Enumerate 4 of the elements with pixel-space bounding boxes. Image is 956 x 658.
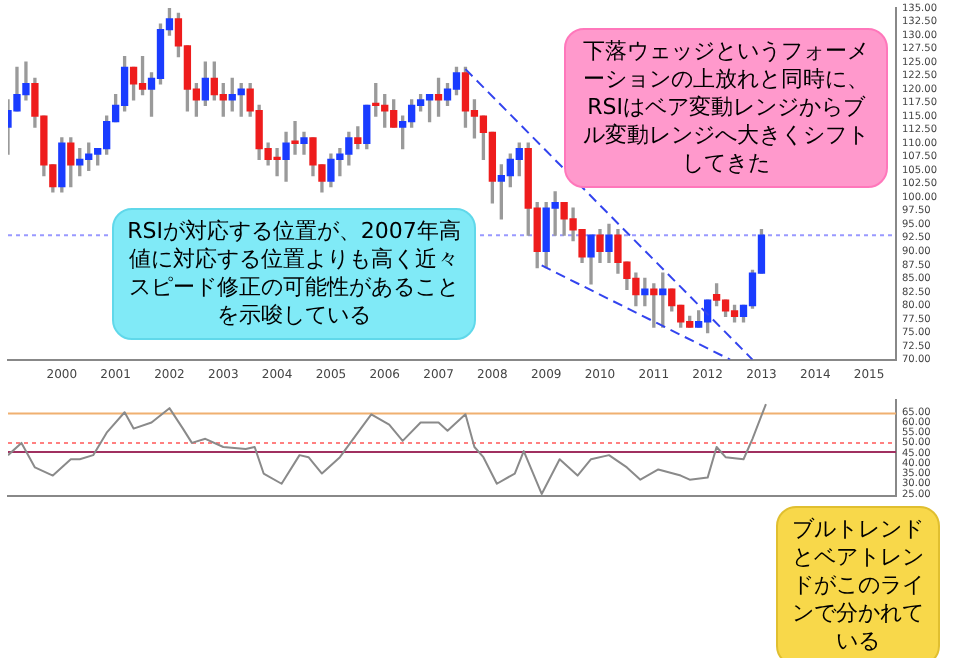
- candlestick: [641, 277, 649, 307]
- annotation: RSIが対応する位置が、2007年高値に対応する位置よりも高く近々スピード修正の可能性があることを示唆している: [112, 208, 476, 340]
- text: ブルトレンドとベアトレンドがこのラインで分かれている: [776, 506, 940, 658]
- annotation: 下落ウェッジというフォーメーションの上放れと同時に、RSIはベア変動レンジからブル変動レンジへ大きくシフトしてきた: [564, 28, 888, 188]
